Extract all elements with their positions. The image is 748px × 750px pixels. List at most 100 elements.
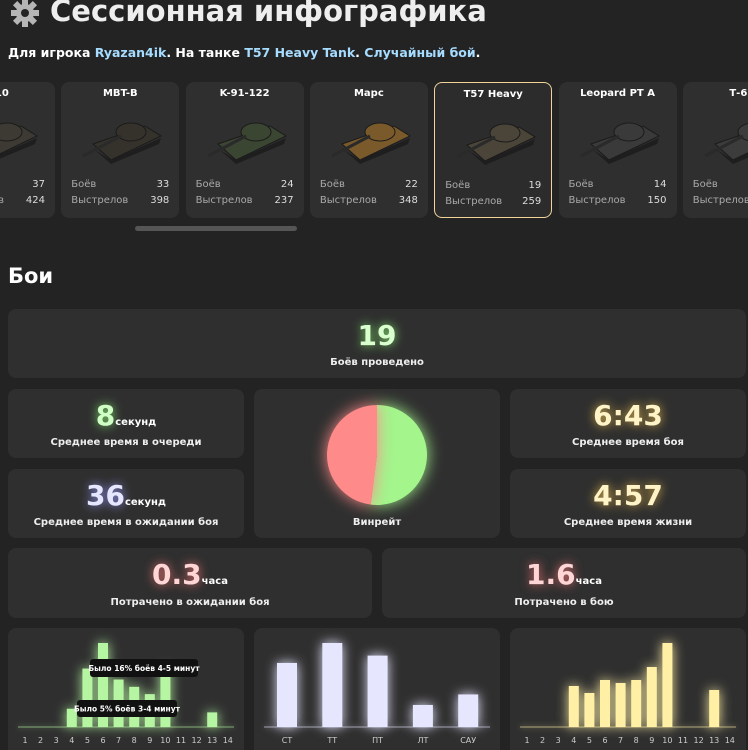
pie-chart (326, 405, 427, 505)
x-tick-label: 14 (725, 736, 735, 745)
x-tick-label: 9 (649, 736, 654, 745)
stat-label: Боёв (692, 179, 718, 190)
x-tick-label: ПТ (372, 736, 383, 745)
tank-card[interactable]: Ю10БоёвВыстрелов37424 (0, 82, 55, 218)
bar (600, 680, 610, 727)
x-tick-label: 13 (207, 736, 217, 745)
stat-tile: 19 Боёв проведено (8, 309, 746, 378)
stat-value: 37 (32, 179, 45, 190)
stat-label: Боёв (319, 179, 345, 190)
scrollbar[interactable] (135, 226, 297, 231)
stat-label: Боёв (71, 179, 97, 190)
stat-value: 348 (398, 195, 418, 206)
x-tick-label: 6 (602, 736, 607, 745)
stat-value: 237 (274, 195, 294, 206)
x-tick-label: 2 (38, 736, 43, 745)
stat-label: Потрачено в бою (514, 597, 614, 608)
stat-tile: 1.6часа Потрачено в бою (382, 548, 746, 618)
bar (367, 655, 388, 727)
stat-value: 259 (522, 196, 542, 207)
bar (662, 643, 673, 727)
stat-value-group: 8секунд (8, 399, 244, 432)
tank-name: Т-62 (729, 88, 748, 99)
x-tick-label: 5 (587, 736, 592, 745)
x-tick-label: 3 (54, 736, 59, 745)
subtitle-text: . На танке (166, 45, 245, 60)
stat-label: Выстрелов (692, 195, 748, 206)
tank-card[interactable]: T57 Heavy Боёв Выстрелов 19 259 (434, 82, 553, 218)
stat-value: 22 (405, 179, 418, 190)
x-tick-label: СТ (282, 736, 293, 745)
tank-name[interactable]: T57 Heavy Tank (244, 45, 356, 60)
x-tick-label: 12 (192, 736, 202, 745)
tank-card[interactable]: Т-62 Боёв Выстрелов (682, 82, 748, 218)
stat-value: 0.3 (152, 558, 202, 591)
x-tick-label: ЛТ (417, 736, 428, 745)
tank-image (579, 122, 660, 164)
pie-slice (326, 405, 377, 505)
winrate-tile: Винрейт (254, 389, 500, 538)
stat-label: Боёв (195, 179, 221, 190)
stat-value-group: 0.3часа (8, 558, 372, 591)
subtitle: Для игрока Ryazan4ik. На танке T57 Heavy… (8, 45, 480, 60)
stat-label: Среднее время в ожидании боя (33, 517, 219, 528)
stat-tile: 4:57 Среднее время жизни (510, 469, 746, 538)
tank-turret (489, 123, 521, 143)
tank-track (0, 138, 37, 159)
x-tick-label: 4 (571, 736, 576, 745)
subtitle-text: . (355, 45, 365, 60)
stat-value: 150 (647, 195, 667, 206)
tank-name: T57 Heavy (463, 89, 523, 100)
tooltip-text: Было 16% боёв 4-5 минут (88, 664, 200, 673)
tank-track (716, 150, 748, 164)
tank-card[interactable]: Марс Боёв Выстрелов 22 348 (309, 82, 428, 218)
tank-card[interactable]: Leopard PT A Боёв Выстрелов 14 150 (558, 82, 677, 218)
tank-image (704, 122, 748, 164)
stat-value: 24 (280, 179, 294, 190)
bar (66, 708, 77, 727)
gear-icon (11, 0, 39, 27)
section-title: Бои (8, 264, 54, 288)
bar (646, 667, 657, 727)
tank-gun (206, 134, 247, 158)
stat-label: Выстрелов (319, 195, 377, 206)
stat-value: 33 (156, 179, 170, 190)
tank-carousel: Ю10 Боёв Выстрелов 37 424 MBT-B Боёв Выстрелов 3… (0, 82, 748, 220)
tank-card[interactable]: MBT-B Боёв Выстрелов 33 398 (61, 82, 180, 218)
stat-label: Боёв проведено (330, 357, 424, 368)
x-tick-label: 12 (694, 736, 704, 745)
stat-unit: секунд (124, 497, 166, 508)
stat-value: 6:43 (593, 399, 663, 432)
chart-panel (8, 628, 244, 750)
bar (709, 690, 720, 727)
tank-image (206, 122, 287, 164)
tank-turret (613, 122, 644, 142)
player-name[interactable]: Ryazan4ik (94, 45, 167, 60)
bar (322, 643, 343, 727)
x-tick-label: 4 (69, 736, 74, 745)
subtitle-text: . (475, 45, 481, 60)
pie-slice (370, 405, 427, 505)
tank-name: MBT-B (102, 88, 138, 99)
tank-gun (331, 134, 371, 158)
stat-label: Выстрелов (445, 196, 503, 207)
x-tick-label: 7 (618, 736, 623, 745)
chart-panel (510, 628, 746, 750)
stat-value: 1.6 (526, 558, 576, 591)
bar (584, 693, 595, 727)
stat-label: Боёв (445, 180, 471, 191)
x-tick-label: 13 (709, 736, 719, 745)
stat-value: 36 (86, 479, 125, 512)
stat-value: 14 (653, 179, 667, 190)
tank-card[interactable]: K-91-122 Боёв Выстрелов 24 237 (185, 82, 304, 218)
battle-mode[interactable]: Случайный бой (364, 45, 476, 60)
tank-turret (115, 122, 147, 142)
stat-label: Выстрелов (568, 195, 626, 206)
bar (631, 680, 642, 727)
x-tick-label: 10 (662, 736, 672, 745)
tooltip-text: Было 5% боёв 3-4 минут (74, 705, 181, 714)
x-tick-label: 9 (147, 736, 152, 745)
stat-label: Среднее время жизни (563, 517, 693, 528)
stat-label: Выстрелов (71, 195, 129, 206)
